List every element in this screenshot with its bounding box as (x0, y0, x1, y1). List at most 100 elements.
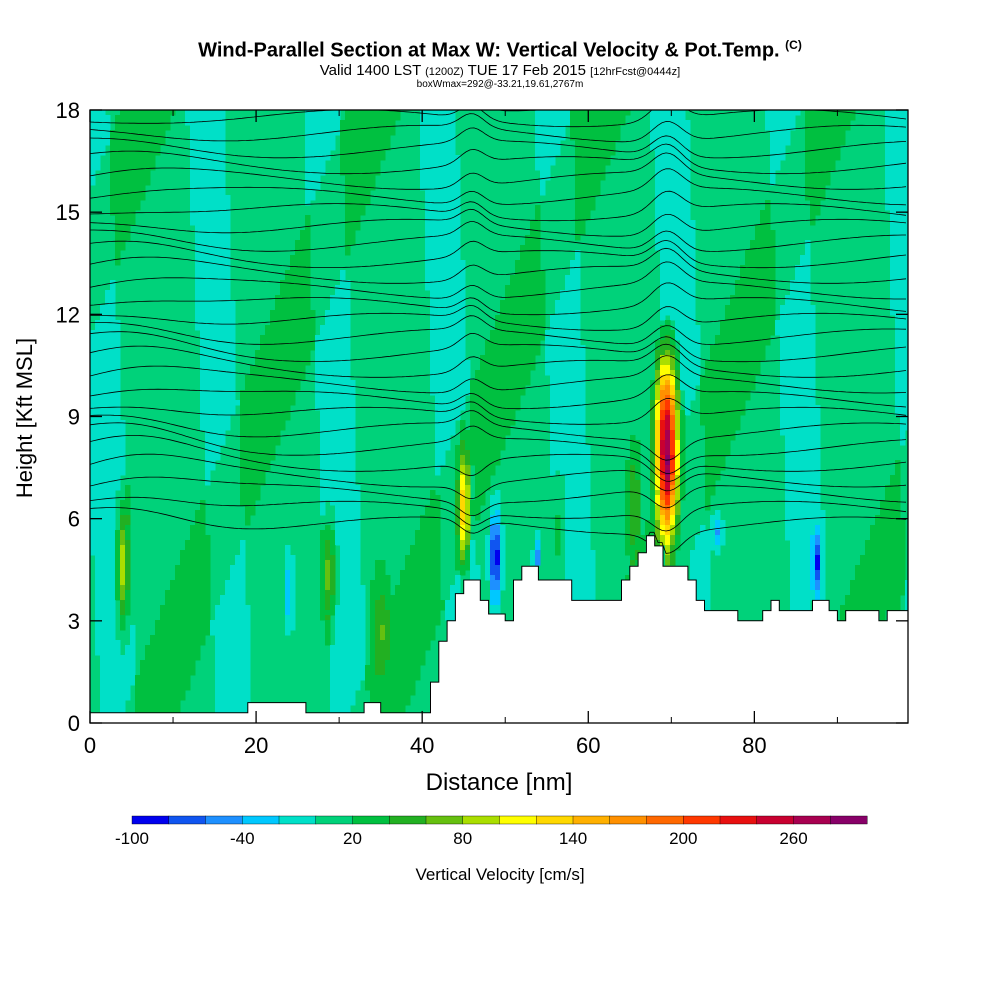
velocity-cell (560, 440, 566, 446)
velocity-cell (455, 165, 461, 171)
velocity-cell (485, 380, 491, 386)
velocity-cell (680, 180, 686, 186)
velocity-cell (495, 445, 501, 451)
velocity-cell (100, 385, 106, 391)
velocity-cell (260, 340, 266, 346)
velocity-cell (430, 170, 436, 176)
velocity-cell (450, 150, 456, 156)
velocity-cell (300, 345, 306, 351)
velocity-cell (680, 265, 686, 271)
velocity-cell (515, 285, 521, 291)
velocity-cell (900, 420, 906, 426)
velocity-cell (210, 455, 216, 461)
velocity-cell (670, 215, 676, 221)
velocity-cell (140, 150, 146, 156)
velocity-cell (200, 375, 206, 381)
velocity-cell (125, 110, 131, 116)
velocity-cell (315, 150, 321, 156)
velocity-cell (445, 190, 451, 196)
velocity-cell (340, 390, 346, 396)
velocity-cell (650, 380, 656, 386)
velocity-cell (505, 380, 511, 386)
velocity-cell (585, 210, 591, 216)
velocity-cell (440, 400, 446, 406)
velocity-cell (900, 110, 906, 116)
velocity-cell (550, 420, 556, 426)
velocity-cell (310, 345, 316, 351)
velocity-cell (795, 305, 801, 311)
velocity-cell (575, 315, 581, 321)
velocity-cell (795, 295, 801, 301)
velocity-cell (670, 430, 676, 436)
velocity-cell (535, 220, 541, 226)
velocity-cell (900, 135, 906, 141)
velocity-cell (325, 400, 331, 406)
velocity-cell (555, 305, 561, 311)
valid-time-line: Valid 1400 LST (1200Z) TUE 17 Feb 2015 [… (319, 62, 681, 79)
velocity-cell (95, 375, 101, 381)
velocity-cell (225, 275, 231, 281)
velocity-cell (220, 435, 226, 441)
velocity-cell (795, 340, 801, 346)
velocity-cell (680, 445, 686, 451)
velocity-cell (535, 210, 541, 216)
velocity-cell (660, 220, 666, 226)
velocity-cell (355, 220, 361, 226)
velocity-cell (420, 180, 426, 186)
velocity-cell (455, 170, 461, 176)
velocity-cell (750, 330, 756, 336)
velocity-cell (205, 470, 211, 476)
velocity-cell (785, 350, 791, 356)
velocity-cell (200, 400, 206, 406)
velocity-cell (310, 175, 316, 181)
velocity-cell (480, 450, 486, 456)
velocity-cell (420, 140, 426, 146)
velocity-cell (685, 360, 691, 366)
velocity-cell (350, 180, 356, 186)
velocity-cell (110, 430, 116, 436)
velocity-cell (335, 345, 341, 351)
velocity-cell (785, 385, 791, 391)
velocity-cell (345, 340, 351, 346)
velocity-cell (275, 355, 281, 361)
velocity-cell (565, 280, 571, 286)
velocity-cell (810, 400, 816, 406)
velocity-cell (240, 395, 246, 401)
velocity-cell (445, 185, 451, 191)
velocity-cell (105, 350, 111, 356)
velocity-cell (715, 360, 721, 366)
velocity-cell (805, 260, 811, 266)
velocity-cell (465, 450, 471, 456)
velocity-cell (95, 360, 101, 366)
velocity-cell (340, 140, 346, 146)
velocity-cell (95, 370, 101, 376)
velocity-cell (495, 380, 501, 386)
velocity-cell (225, 320, 231, 326)
velocity-cell (905, 410, 908, 416)
velocity-cell (665, 225, 671, 231)
velocity-cell (440, 135, 446, 141)
velocity-cell (365, 180, 371, 186)
velocity-cell (815, 135, 821, 141)
velocity-cell (790, 415, 796, 421)
velocity-cell (735, 310, 741, 316)
velocity-cell (295, 240, 301, 246)
velocity-cell (340, 150, 346, 156)
velocity-cell (900, 140, 906, 146)
velocity-cell (445, 440, 451, 446)
velocity-cell (215, 305, 221, 311)
velocity-cell (665, 110, 671, 116)
velocity-cell (455, 350, 461, 356)
velocity-cell (260, 370, 266, 376)
velocity-cell (670, 125, 676, 131)
velocity-cell (725, 425, 731, 431)
velocity-cell (550, 110, 556, 116)
velocity-cell (470, 400, 476, 406)
velocity-cell (200, 255, 206, 261)
velocity-cell (125, 195, 131, 201)
velocity-cell (520, 385, 526, 391)
velocity-cell (340, 320, 346, 326)
velocity-cell (660, 375, 666, 381)
velocity-cell (770, 125, 776, 131)
velocity-cell (725, 375, 731, 381)
